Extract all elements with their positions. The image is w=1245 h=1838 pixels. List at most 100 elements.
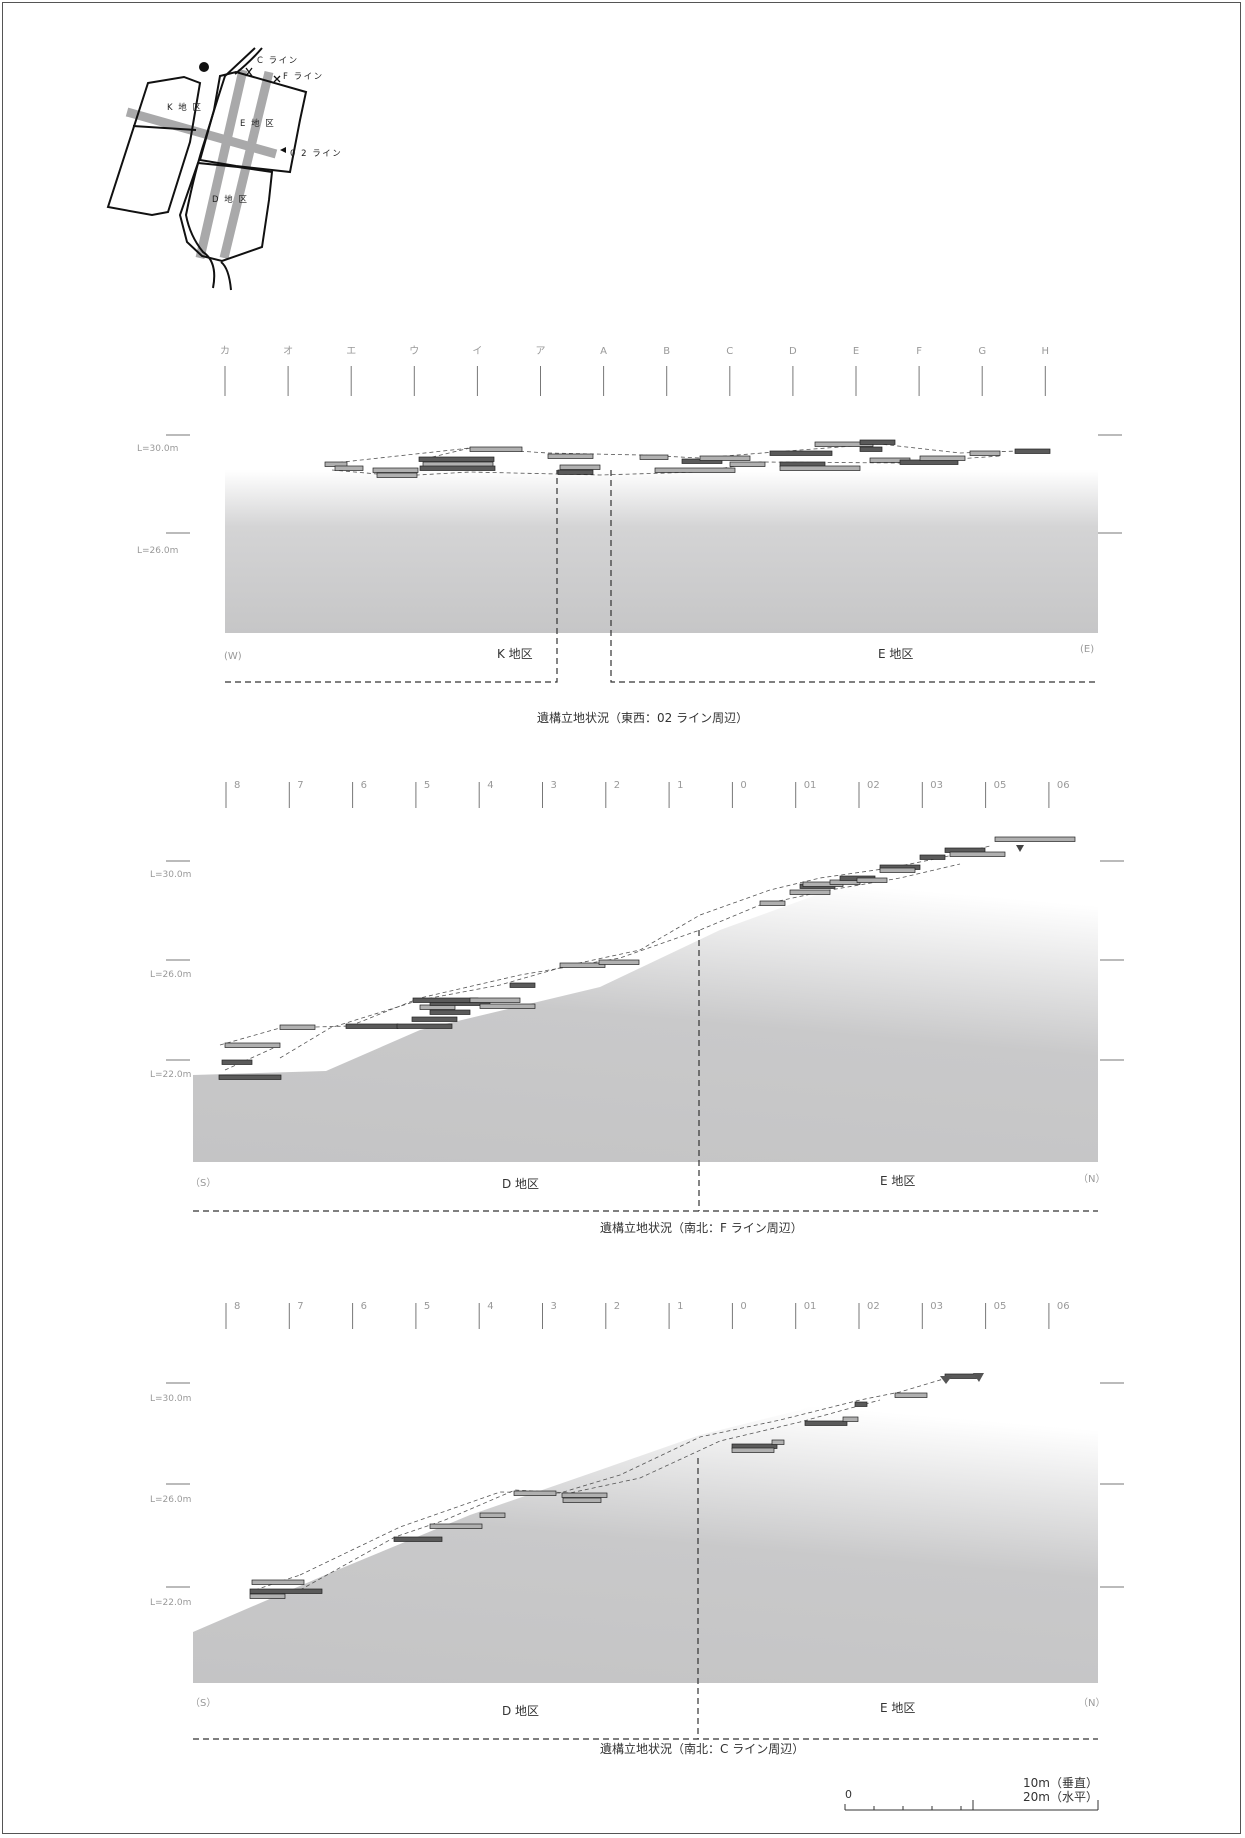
excavated-feature	[842, 1416, 859, 1422]
excavated-feature	[559, 962, 606, 968]
excavated-feature	[221, 1059, 253, 1065]
c-feature-group	[249, 1373, 984, 1599]
ew-grid-tick-label: カ	[220, 345, 230, 357]
c-line-marker-icon	[245, 67, 253, 77]
scale-horizontal-label: 20m（水平）	[1023, 1790, 1098, 1804]
excavated-feature	[419, 465, 496, 471]
ew-level-26-label: L=26.0m	[137, 546, 178, 556]
excavated-feature	[513, 1490, 557, 1496]
f-grid-tick-label: 1	[677, 780, 683, 791]
ew-grid-tick-label: F	[916, 346, 922, 357]
ew-grid-tick-label: エ	[346, 346, 356, 357]
f-grid-tick-label: 6	[361, 780, 367, 791]
excavated-feature	[994, 836, 1076, 842]
f-d-district-label: D 地区	[502, 1177, 539, 1191]
c-grid-tick-label: 02	[867, 1301, 880, 1312]
excavated-feature	[859, 439, 896, 445]
line-02-marker-icon	[280, 147, 286, 153]
c-level-marks	[166, 1382, 1124, 1588]
excavated-feature	[654, 467, 736, 473]
f-north-direction: （N）	[1078, 1173, 1105, 1185]
scale-zero-label: 0	[845, 1788, 852, 1801]
ew-caption: 遺構立地状況（東西：02 ライン周辺）	[537, 710, 748, 725]
c-level-30-label: L=30.0m	[150, 1394, 191, 1404]
key-map-02-line-label: 0 2 ライン	[290, 149, 342, 159]
c-grid-ticks	[225, 1303, 1050, 1329]
k-district-divider	[132, 125, 197, 131]
excavated-feature	[376, 472, 418, 478]
f-grid-tick-labels: 8 7 6 5 4 3 2 1 0 01 02 03 05 06	[234, 780, 1070, 791]
key-map-f-line-label: F ライン	[283, 72, 324, 82]
ew-e-district-label: E 地区	[878, 647, 913, 661]
ew-grid-tick-label: C	[726, 346, 733, 357]
excavated-feature	[547, 453, 594, 459]
key-map	[106, 47, 308, 291]
ew-grid-tick-label: オ	[283, 345, 293, 357]
c-grid-tick-label: 3	[551, 1301, 557, 1312]
c-d-district-label: D 地区	[502, 1704, 539, 1718]
f-grid-tick-label: 06	[1057, 780, 1070, 791]
ew-east-direction: (E)	[1080, 644, 1094, 655]
c-grid-tick-label: 05	[994, 1301, 1007, 1312]
ew-level-30-label: L=30.0m	[137, 444, 178, 454]
key-map-d-district-label: D 地 区	[212, 194, 248, 205]
excavated-feature	[771, 1439, 785, 1445]
ew-level-marks	[166, 434, 1122, 534]
f-district-boundary	[193, 930, 1098, 1212]
excavated-feature	[224, 1042, 281, 1048]
excavated-feature	[854, 1401, 868, 1407]
excavated-feature	[345, 1023, 399, 1029]
ew-grid-tick-label: イ	[472, 346, 482, 357]
f-level-22-label: L=22.0m	[150, 1070, 191, 1080]
pit-feature-icon	[973, 1373, 984, 1382]
excavated-feature	[249, 1588, 323, 1594]
excavated-feature	[411, 1016, 458, 1022]
f-grid-tick-label: 4	[487, 780, 493, 791]
d-district-outline	[178, 161, 274, 263]
excavated-feature	[396, 1023, 453, 1029]
excavated-feature	[919, 455, 966, 461]
excavated-feature	[969, 450, 1001, 456]
c-south-direction: （S）	[190, 1697, 216, 1709]
ew-feature-group	[324, 439, 1051, 478]
excavated-feature	[759, 900, 786, 906]
reconstructed-surface-line	[299, 1376, 951, 1576]
excavated-feature	[598, 959, 640, 965]
c-grid-tick-label: 8	[234, 1301, 240, 1312]
c-grid-tick-label: 2	[614, 1301, 620, 1312]
excavated-feature	[879, 867, 916, 873]
f-grid-tick-label: 0	[740, 780, 746, 791]
ew-ground-surface	[225, 470, 1098, 633]
f-line-band	[219, 70, 274, 260]
excavated-feature	[894, 1392, 928, 1398]
f-level-30-label: L=30.0m	[150, 870, 191, 880]
ew-grid-tick-label: E	[853, 346, 859, 357]
c-north-direction: （N）	[1078, 1697, 1105, 1709]
excavated-feature	[562, 1497, 602, 1503]
excavated-feature	[699, 455, 751, 461]
ew-grid-tick-label: H	[1042, 346, 1050, 357]
f-grid-tick-label: 7	[297, 780, 303, 791]
excavated-feature	[429, 1523, 483, 1529]
excavated-feature	[218, 1074, 282, 1080]
c-grid-tick-label: 7	[297, 1301, 303, 1312]
ew-district-boundary	[225, 470, 1098, 683]
ew-grid-tick-label: B	[663, 346, 670, 357]
excavated-feature	[769, 450, 833, 456]
c-grid-tick-label: 01	[804, 1301, 817, 1312]
key-map-c-line-label: C ライン	[257, 56, 299, 66]
scale-vertical-label: 10m（垂直）	[1023, 1776, 1098, 1790]
key-map-e-district-label: E 地 区	[240, 118, 275, 129]
c-grid-tick-label: 06	[1057, 1301, 1070, 1312]
excavated-feature	[919, 854, 946, 860]
c-level-26-label: L=26.0m	[150, 1495, 191, 1505]
road-right-edge	[220, 47, 263, 291]
excavated-feature	[412, 997, 479, 1003]
excavated-feature	[789, 889, 831, 895]
key-map-k-district-label: K 地 区	[167, 102, 202, 113]
f-grid-ticks	[225, 782, 1050, 808]
reconstructed-surface-line	[299, 1399, 881, 1591]
excavated-feature	[418, 456, 495, 462]
